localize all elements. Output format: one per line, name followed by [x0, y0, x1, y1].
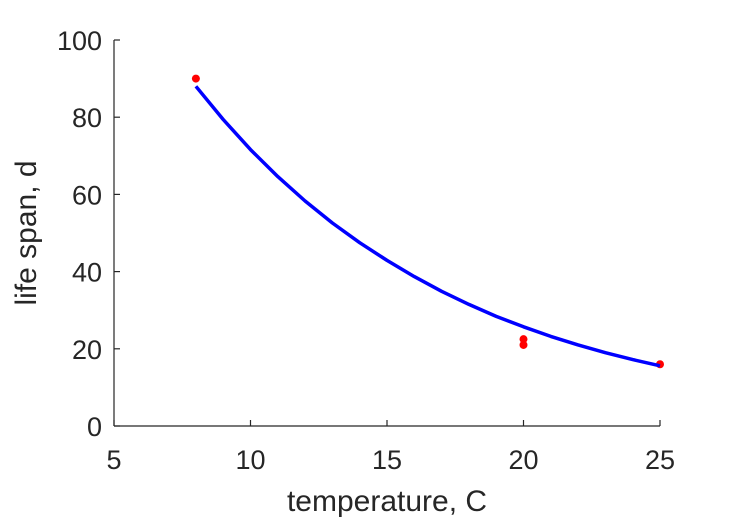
plot-area — [191, 74, 664, 369]
fit-curve-line — [194, 85, 661, 368]
data-point — [519, 340, 528, 349]
x-tick-label: 5 — [106, 445, 121, 475]
data-point — [191, 74, 200, 83]
x-tick-label: 25 — [645, 445, 675, 475]
y-axis-label: life span, d — [10, 160, 43, 305]
x-tick-label: 10 — [235, 445, 265, 475]
axes: 5 10 15 20 25 0 20 40 60 80 100 — [57, 26, 675, 475]
y-tick-label: 60 — [72, 180, 102, 210]
y-tick-label: 0 — [87, 412, 102, 442]
x-tick-label: 15 — [372, 445, 402, 475]
y-tick-label: 20 — [72, 335, 102, 365]
data-point — [519, 335, 528, 344]
y-tick-label: 100 — [57, 26, 102, 56]
y-tick-label: 40 — [72, 258, 102, 288]
x-tick-label: 20 — [508, 445, 538, 475]
y-tick-label: 80 — [72, 103, 102, 133]
x-axis-label: temperature, C — [287, 485, 487, 518]
